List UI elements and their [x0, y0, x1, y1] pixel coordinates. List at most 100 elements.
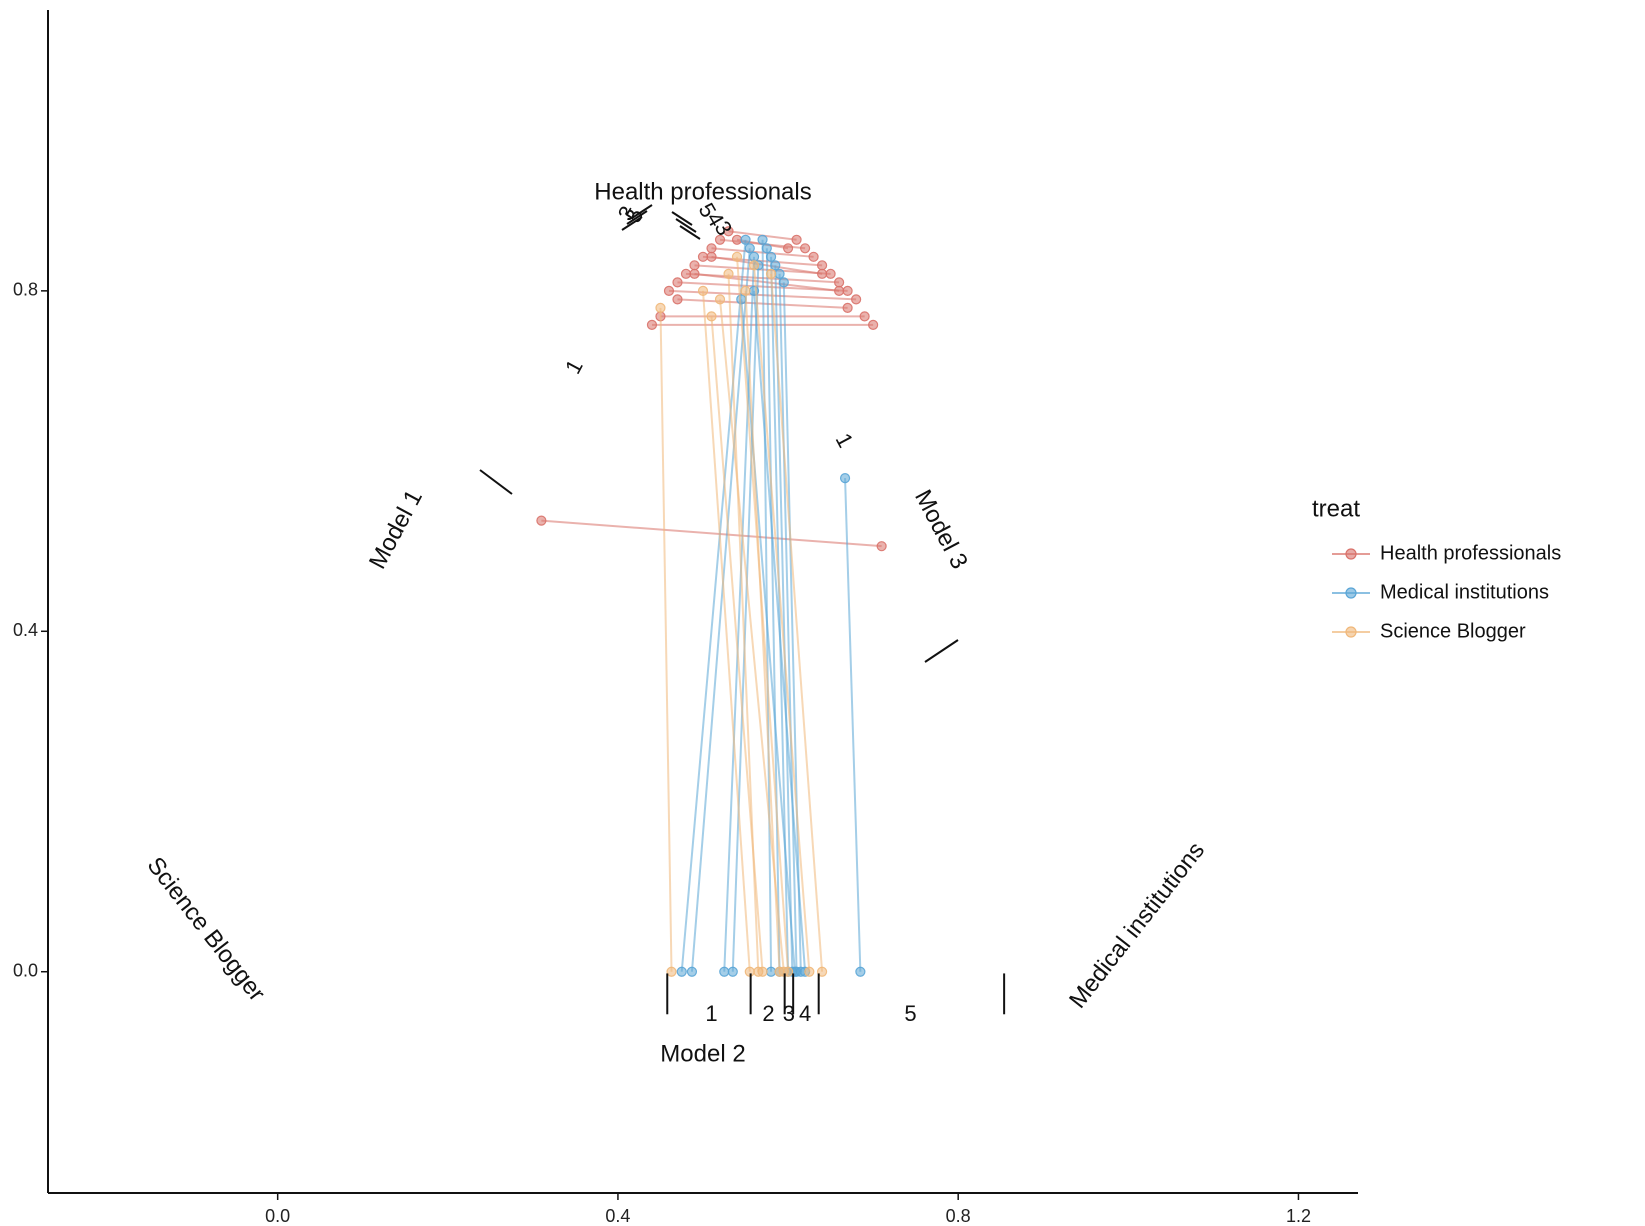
data-point: [536, 515, 547, 526]
model1-boundary-tick: [479, 469, 513, 495]
legend-entry-label: Science Blogger: [1380, 620, 1526, 642]
data-point: [834, 277, 845, 288]
legend-entry-label: Medical institutions: [1380, 581, 1549, 603]
data-point: [731, 251, 743, 262]
data-point: [839, 472, 851, 484]
data-point: [825, 268, 836, 279]
segment-line: [753, 265, 811, 972]
segment-line: [680, 239, 747, 972]
legend: treat Health professionals Medical institu…: [1312, 495, 1561, 642]
data-point: [706, 243, 717, 254]
data-point: [774, 966, 785, 977]
data-point: [744, 243, 755, 254]
segment-line: [702, 290, 751, 972]
segment-line: [778, 273, 798, 972]
y-tick-label: 0.4: [13, 620, 38, 640]
y-tick-label: 0.0: [13, 960, 38, 980]
data-point: [689, 260, 700, 271]
vertex-label-bottom-right: Medical institutions: [1064, 837, 1210, 1013]
model2-segment-label: 3: [783, 1001, 795, 1026]
legend-title: treat: [1312, 495, 1360, 522]
data-point: [697, 285, 709, 296]
data-point: [804, 966, 815, 977]
data-point: [719, 966, 730, 977]
top-cluster-tick: [631, 204, 653, 219]
model2-segment-label: 2: [762, 1001, 774, 1026]
segment-line: [765, 248, 781, 972]
data-point: [816, 966, 828, 977]
segment-line: [710, 316, 764, 972]
segment-line: [782, 282, 802, 972]
data-point: [842, 285, 853, 296]
legend-key-point: [1345, 548, 1357, 560]
data-point: [740, 285, 751, 296]
data-point: [765, 268, 777, 279]
top-cluster-tick: [675, 218, 697, 233]
model3-segment-label: 1: [831, 429, 859, 452]
top-cluster-tick: [679, 225, 701, 240]
data-point: [714, 234, 726, 245]
legend-key-point: [1345, 626, 1357, 638]
annotations: Health professionals Science Blogger Medic…: [141, 178, 1210, 1067]
data-point: [672, 277, 683, 288]
data-point: [868, 319, 879, 330]
data-point: [666, 966, 677, 977]
segment-line: [844, 478, 862, 972]
data-point: [834, 285, 845, 296]
data-point: [842, 302, 853, 313]
legend-entry-label: Health professionals: [1380, 542, 1561, 564]
segment-line: [659, 307, 673, 972]
segment-line: [761, 239, 773, 972]
vertex-label-bottom-left: Science Blogger: [141, 852, 270, 1006]
model3-boundary-tick: [924, 639, 959, 663]
data-point: [663, 285, 675, 296]
data-segments: [536, 226, 887, 977]
data-point: [816, 268, 828, 279]
axes: [47, 10, 1358, 1194]
ticks: 0.0 0.4 0.8 1.2 0.0 0.4 0.8: [13, 280, 1311, 1226]
model-label-bottom: Model 2: [660, 1040, 745, 1067]
data-point: [770, 260, 781, 271]
data-point: [689, 268, 700, 279]
model2-segment-label: 1: [705, 1001, 717, 1026]
segment-line: [770, 273, 824, 972]
x-tick-label: 0.4: [605, 1206, 630, 1226]
segment-line: [744, 290, 781, 972]
data-point: [816, 260, 828, 271]
data-point: [714, 294, 726, 305]
data-point: [765, 966, 777, 977]
top-cluster-tick: [671, 211, 693, 226]
data-point: [808, 251, 819, 262]
data-point: [761, 243, 772, 254]
data-point: [676, 966, 687, 977]
y-tick-label: 0.8: [13, 280, 38, 300]
data-point: [799, 243, 811, 254]
model2-segment-label: 5: [904, 1001, 916, 1026]
segment-line: [753, 290, 807, 972]
data-point: [646, 319, 658, 330]
data-point: [731, 234, 743, 245]
data-point: [782, 243, 794, 254]
top-cluster-label-left: 5: [621, 204, 649, 227]
data-point: [723, 226, 734, 237]
data-point: [655, 302, 666, 313]
data-point: [757, 966, 768, 977]
model-label-left: Model 1: [364, 485, 428, 573]
data-point: [672, 294, 683, 305]
data-point: [855, 966, 866, 977]
data-point: [774, 268, 785, 279]
data-point: [859, 311, 870, 322]
x-tick-label: 1.2: [1286, 1206, 1311, 1226]
data-point: [791, 234, 802, 245]
top-cluster-tick: [621, 216, 643, 231]
data-point: [748, 260, 760, 271]
legend-key-point: [1345, 587, 1357, 599]
x-tick-label: 0.8: [946, 1206, 971, 1226]
segment-line: [541, 519, 882, 548]
vertex-label-top: Health professionals: [594, 178, 811, 205]
data-point: [697, 251, 709, 262]
segment-line: [740, 299, 796, 972]
segment-line: [731, 265, 760, 972]
data-point: [686, 966, 698, 977]
